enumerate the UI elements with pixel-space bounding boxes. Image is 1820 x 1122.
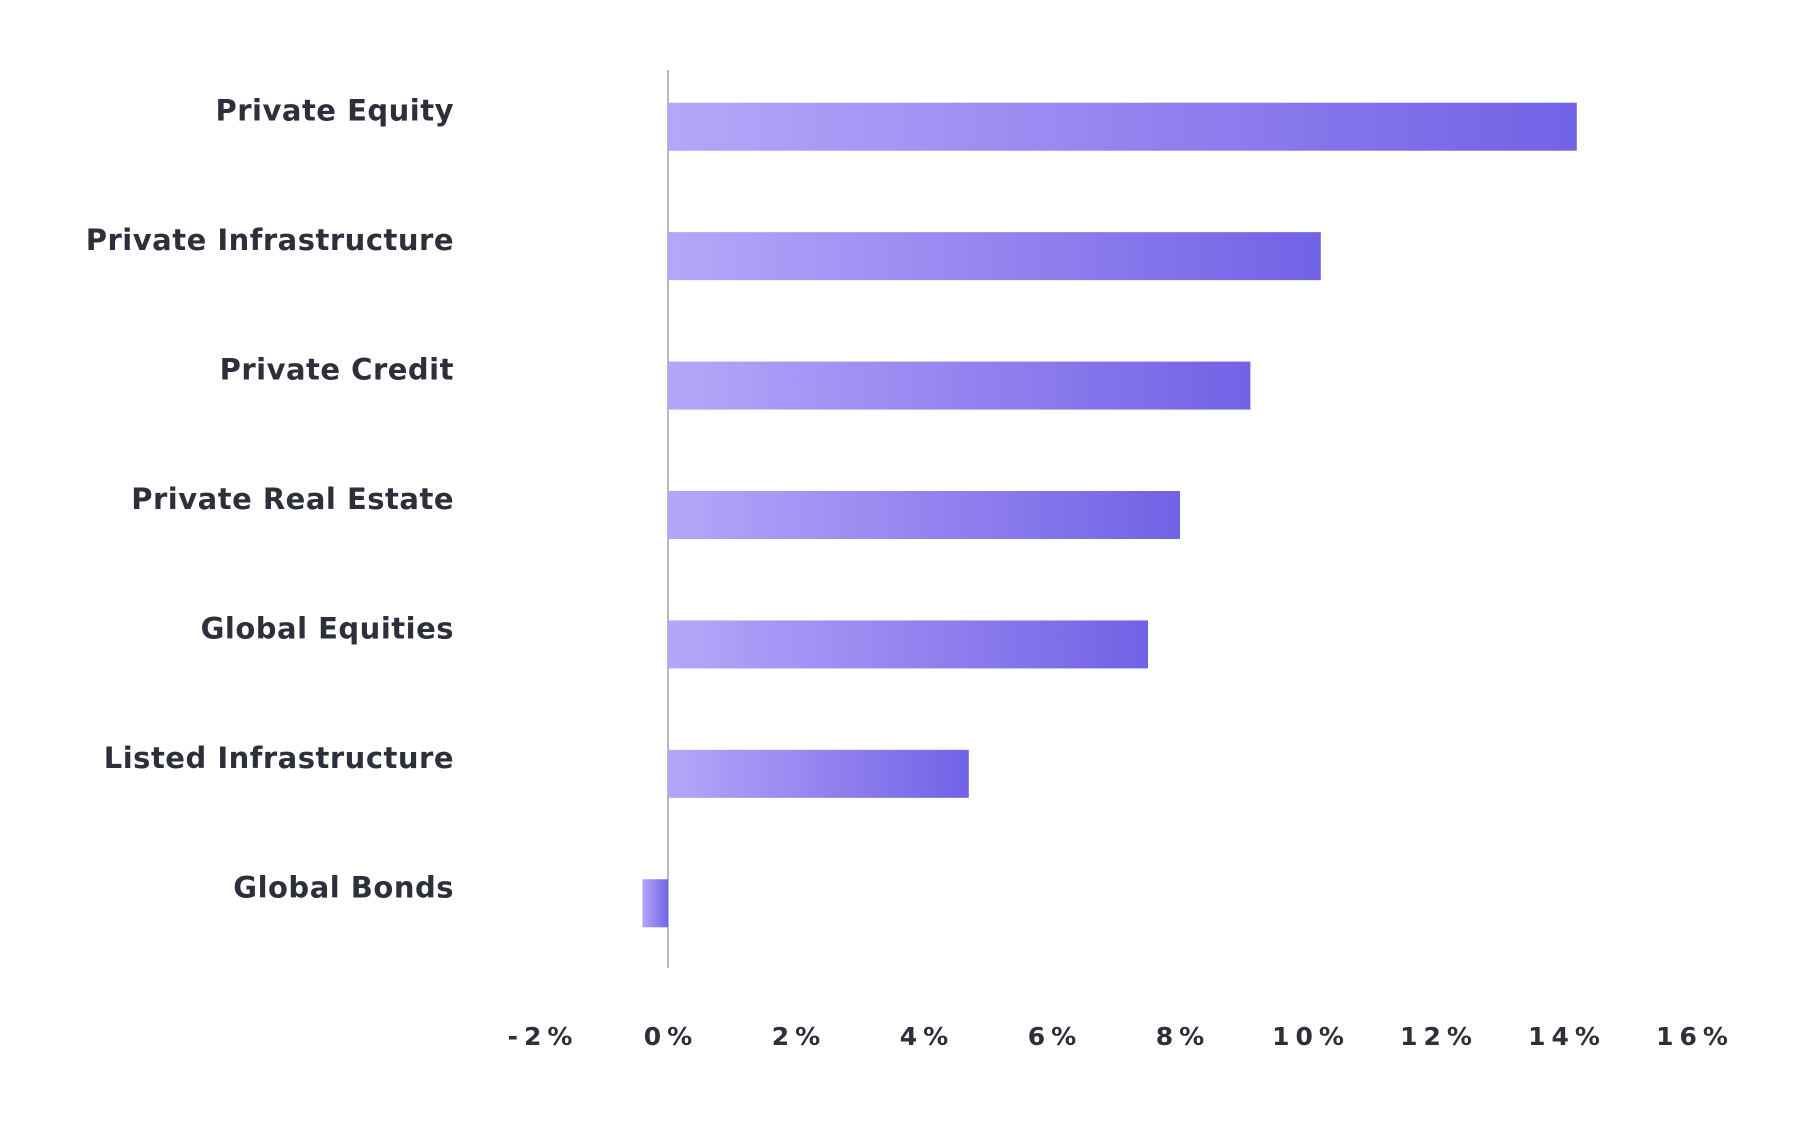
bar [668, 102, 1577, 151]
bar [668, 491, 1180, 539]
x-tick-label: 6% [1028, 1022, 1082, 1051]
x-tick-label: 0% [644, 1022, 698, 1051]
x-tick-label: 14% [1528, 1022, 1606, 1051]
x-tick-label: 12% [1400, 1022, 1478, 1051]
category-label: Private Real Estate [131, 482, 454, 516]
category-label: Listed Infrastructure [104, 741, 454, 775]
x-tick-label: 4% [900, 1022, 954, 1051]
x-tick-label: 16% [1656, 1022, 1734, 1051]
bar [668, 620, 1148, 669]
category-label: Private Credit [220, 353, 454, 387]
category-label: Private Infrastructure [86, 223, 454, 257]
bar [668, 361, 1251, 410]
x-tick-label: 8% [1156, 1022, 1210, 1051]
bar [642, 879, 668, 928]
category-label: Global Equities [201, 611, 454, 645]
x-tick-label: 10% [1272, 1022, 1350, 1051]
bar [668, 232, 1321, 281]
category-label: Global Bonds [233, 870, 454, 904]
bar [668, 749, 969, 798]
x-tick-label: 2% [772, 1022, 826, 1051]
x-tick-label: -2% [508, 1022, 579, 1051]
category-label: Private Equity [215, 94, 454, 128]
